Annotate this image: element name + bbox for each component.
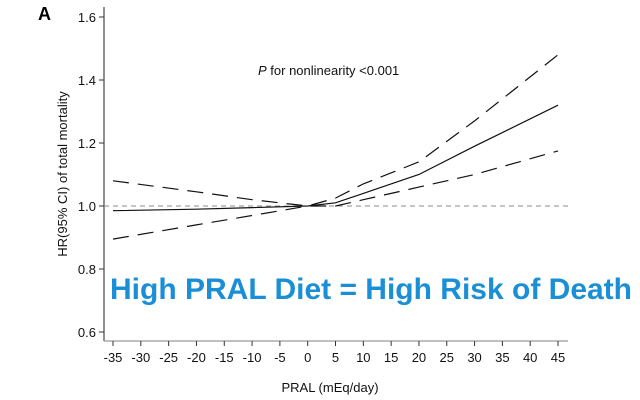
x-tick-label: -5 <box>274 350 286 365</box>
y-tick-label: 1.4 <box>78 73 96 88</box>
lower-ci-curve <box>112 150 559 240</box>
hr-curve <box>112 104 559 212</box>
x-tick-label: -15 <box>215 350 234 365</box>
x-tick-label: 25 <box>440 350 454 365</box>
y-tick-label: 0.6 <box>78 325 96 340</box>
y-tick-label: 0.8 <box>78 262 96 277</box>
panel-label: A <box>38 4 51 24</box>
x-tick-label: 30 <box>467 350 481 365</box>
x-tick-label: 20 <box>412 350 426 365</box>
overlay-headline: High PRAL Diet = High Risk of Death <box>110 273 632 306</box>
x-tick-label: 40 <box>523 350 537 365</box>
x-tick-label: -20 <box>187 350 206 365</box>
x-tick-label: 15 <box>384 350 398 365</box>
x-tick-label: 45 <box>551 350 565 365</box>
y-tick-label: 1.2 <box>78 136 96 151</box>
x-tick-label: -30 <box>131 350 150 365</box>
x-axis-label: PRAL (mEq/day) <box>281 380 378 395</box>
x-tick-label: -25 <box>159 350 178 365</box>
upper-ci-curve <box>112 54 559 207</box>
x-tick-label: -10 <box>243 350 262 365</box>
x-tick-label: -35 <box>104 350 123 365</box>
y-tick-label: 1.6 <box>78 10 96 25</box>
y-tick-label: 1.0 <box>78 199 96 214</box>
x-tick-label: 0 <box>304 350 311 365</box>
y-axis-label: HR(95% CI) of total mortality <box>55 91 70 257</box>
nonlinearity-annotation: P for nonlinearity <0.001 <box>258 63 399 78</box>
x-tick-label: 10 <box>356 350 370 365</box>
x-tick-label: 35 <box>495 350 509 365</box>
x-tick-label: 5 <box>332 350 339 365</box>
